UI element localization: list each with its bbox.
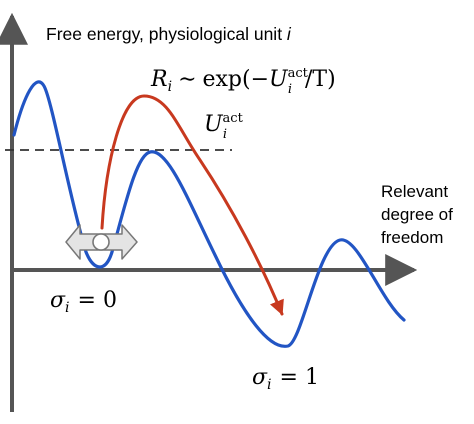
diagram-title: Free energy, physiological unit i xyxy=(46,24,292,44)
rate-formula: Ri ∼ exp(−Uact i/T) xyxy=(150,66,336,97)
transition-arrow xyxy=(100,94,284,316)
free-energy-curve xyxy=(12,80,406,348)
state-zero-label: σi = 0 xyxy=(50,288,117,316)
barrier-label: Uact i xyxy=(204,111,244,142)
state-marker xyxy=(65,224,138,260)
axis-label: Relevant degree of freedom xyxy=(381,182,458,247)
state-one-label: σi = 1 xyxy=(252,365,319,393)
